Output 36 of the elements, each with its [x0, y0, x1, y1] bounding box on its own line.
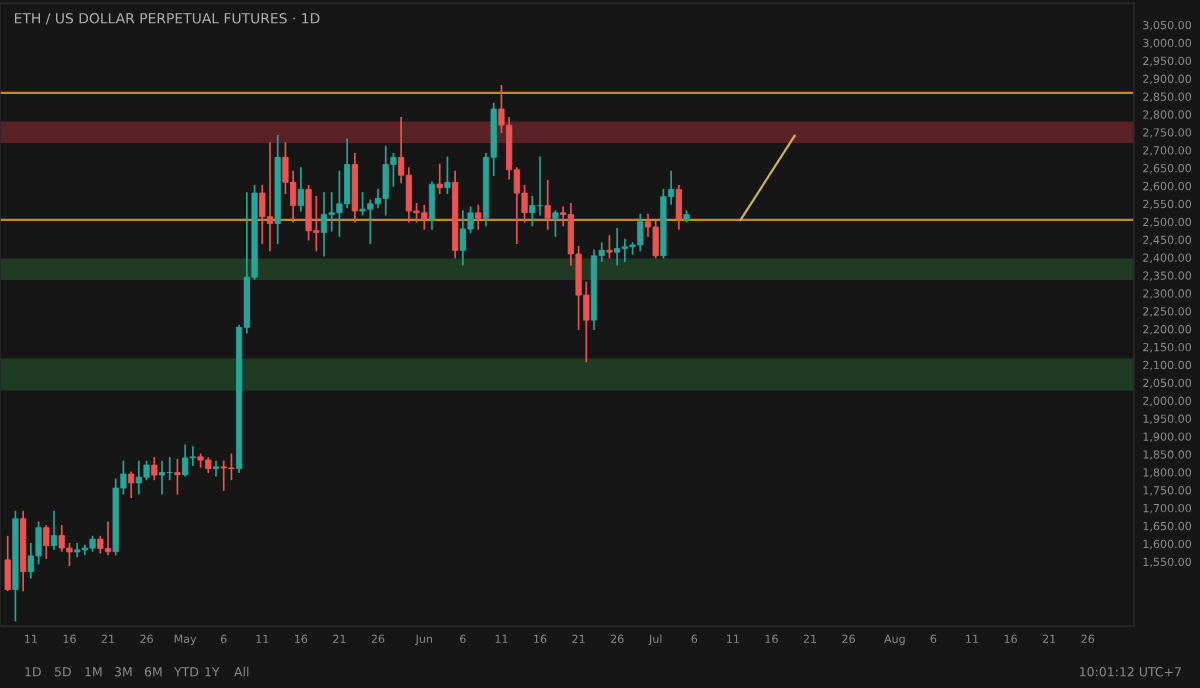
candlestick — [652, 220, 659, 259]
candlestick — [614, 228, 621, 266]
candlestick — [313, 195, 320, 252]
candlestick — [544, 179, 551, 230]
candlestick — [4, 535, 11, 592]
candlestick — [351, 152, 358, 223]
candlestick — [428, 181, 436, 230]
candlestick — [621, 238, 628, 262]
candlestick — [228, 453, 235, 481]
candlestick — [182, 444, 189, 477]
candlestick — [552, 210, 559, 237]
candlestick — [444, 156, 451, 194]
candlestick — [43, 525, 50, 559]
candlestick — [297, 167, 304, 212]
candlestick — [637, 213, 644, 252]
candlestick — [74, 542, 81, 558]
candlestick — [436, 163, 443, 194]
candlestick — [158, 460, 166, 495]
candlestick — [266, 142, 274, 252]
candlestick — [475, 204, 482, 230]
candlestick — [212, 460, 220, 477]
candlestick — [421, 204, 428, 230]
candlestick — [382, 145, 389, 216]
candlestick — [135, 460, 142, 495]
candlestick — [50, 510, 58, 550]
candlestick — [220, 460, 227, 491]
candlestick — [104, 521, 112, 556]
candlestick — [58, 525, 65, 552]
candlestick — [174, 458, 181, 495]
candlestick — [675, 185, 682, 230]
candlestick — [128, 471, 135, 499]
candlestick — [344, 138, 351, 209]
candlestick — [151, 457, 158, 481]
candlestick — [606, 235, 613, 259]
candlestick — [320, 192, 328, 257]
candlestick — [459, 210, 466, 266]
